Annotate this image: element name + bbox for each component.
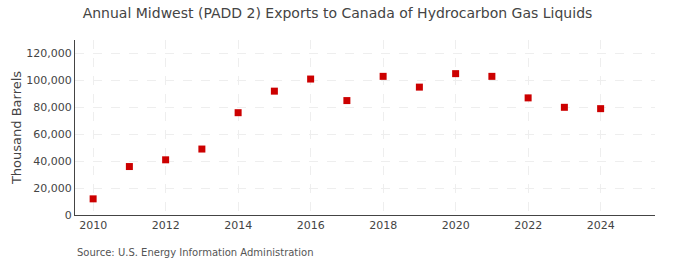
svg-text:Annual Midwest (PADD 2) Export: Annual Midwest (PADD 2) Exports to Canad… — [83, 5, 593, 21]
svg-text:Thousand Barrels: Thousand Barrels — [9, 71, 24, 185]
svg-text:40,000: 40,000 — [33, 155, 72, 168]
svg-text:100,000: 100,000 — [26, 74, 72, 87]
svg-text:Source: U.S. Energy Informatio: Source: U.S. Energy Information Administ… — [77, 247, 314, 258]
svg-text:20,000: 20,000 — [33, 182, 72, 195]
svg-text:2016: 2016 — [297, 219, 325, 232]
svg-text:2014: 2014 — [224, 219, 252, 232]
svg-text:2022: 2022 — [514, 219, 542, 232]
svg-text:2024: 2024 — [587, 219, 615, 232]
svg-text:2012: 2012 — [152, 219, 180, 232]
svg-text:80,000: 80,000 — [33, 101, 72, 114]
svg-text:2010: 2010 — [79, 219, 107, 232]
svg-text:2018: 2018 — [369, 219, 397, 232]
svg-text:120,000: 120,000 — [26, 47, 72, 60]
svg-text:0: 0 — [65, 209, 72, 222]
svg-text:2020: 2020 — [442, 219, 470, 232]
svg-text:60,000: 60,000 — [33, 128, 72, 141]
